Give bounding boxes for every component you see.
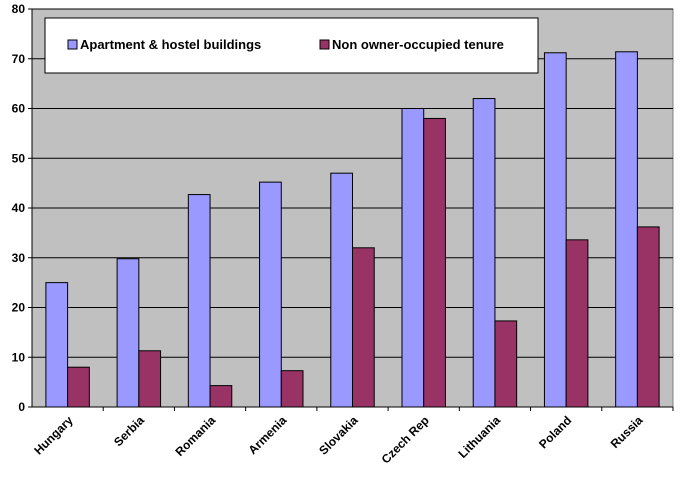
bar-apartment-russia (615, 51, 638, 408)
legend-swatch-non-owner (319, 39, 330, 50)
y-tick-label: 10 (12, 350, 26, 364)
bar-non-owner-poland (565, 239, 589, 408)
bar-apartment-slovakia (330, 172, 353, 408)
x-tick-label: Lithuania (455, 413, 503, 461)
y-tick-label: 80 (12, 2, 26, 16)
x-tick-label: Poland (536, 413, 574, 451)
bar-apartment-poland (543, 52, 567, 408)
y-tick-label: 70 (12, 52, 26, 66)
x-tick-label: Hungary (31, 413, 76, 458)
y-axis-ticks: 0 10 20 30 40 50 60 70 80 (12, 2, 32, 414)
bar-non-owner-czech-rep (423, 117, 446, 408)
bar-non-owner-romania (209, 385, 233, 408)
x-tick-label: Armenia (246, 413, 290, 457)
y-tick-label: 0 (18, 400, 25, 414)
legend-label-non-owner: Non owner-occupied tenure (332, 37, 504, 52)
y-tick-label: 40 (12, 201, 26, 215)
bars (45, 51, 660, 408)
x-axis-ticks: Hungary Serbia Romania Armenia Slovakia Czech… (31, 407, 674, 467)
bar-apartment-czech-rep (401, 108, 425, 408)
y-tick-label: 20 (12, 301, 26, 315)
legend-swatch-apartment (67, 39, 78, 50)
y-tick-label: 50 (12, 151, 26, 165)
bar-non-owner-russia (636, 226, 660, 408)
x-tick-label: Serbia (111, 413, 147, 449)
bar-non-owner-lithuania (494, 320, 518, 408)
legend-label-apartment: Apartment & hostel buildings (80, 37, 261, 52)
bar-apartment-armenia (259, 181, 282, 408)
x-tick-label: Romania (172, 413, 218, 459)
bar-apartment-hungary (45, 282, 69, 408)
bar-apartment-serbia (116, 258, 140, 408)
bar-apartment-lithuania (472, 98, 496, 408)
legend: Apartment & hostel buildings Non owner-o… (44, 17, 539, 74)
y-tick-label: 60 (12, 102, 26, 116)
x-tick-label: Slovakia (316, 413, 361, 458)
bar-non-owner-armenia (280, 370, 304, 408)
y-tick-label: 30 (12, 251, 26, 265)
legend-box (44, 17, 539, 74)
bar-non-owner-serbia (138, 350, 162, 408)
x-tick-label: Czech Rep (379, 413, 432, 466)
bar-non-owner-hungary (67, 366, 90, 408)
bar-apartment-romania (187, 194, 211, 408)
x-tick-label: Russia (608, 413, 646, 451)
bar-non-owner-slovakia (352, 247, 375, 408)
